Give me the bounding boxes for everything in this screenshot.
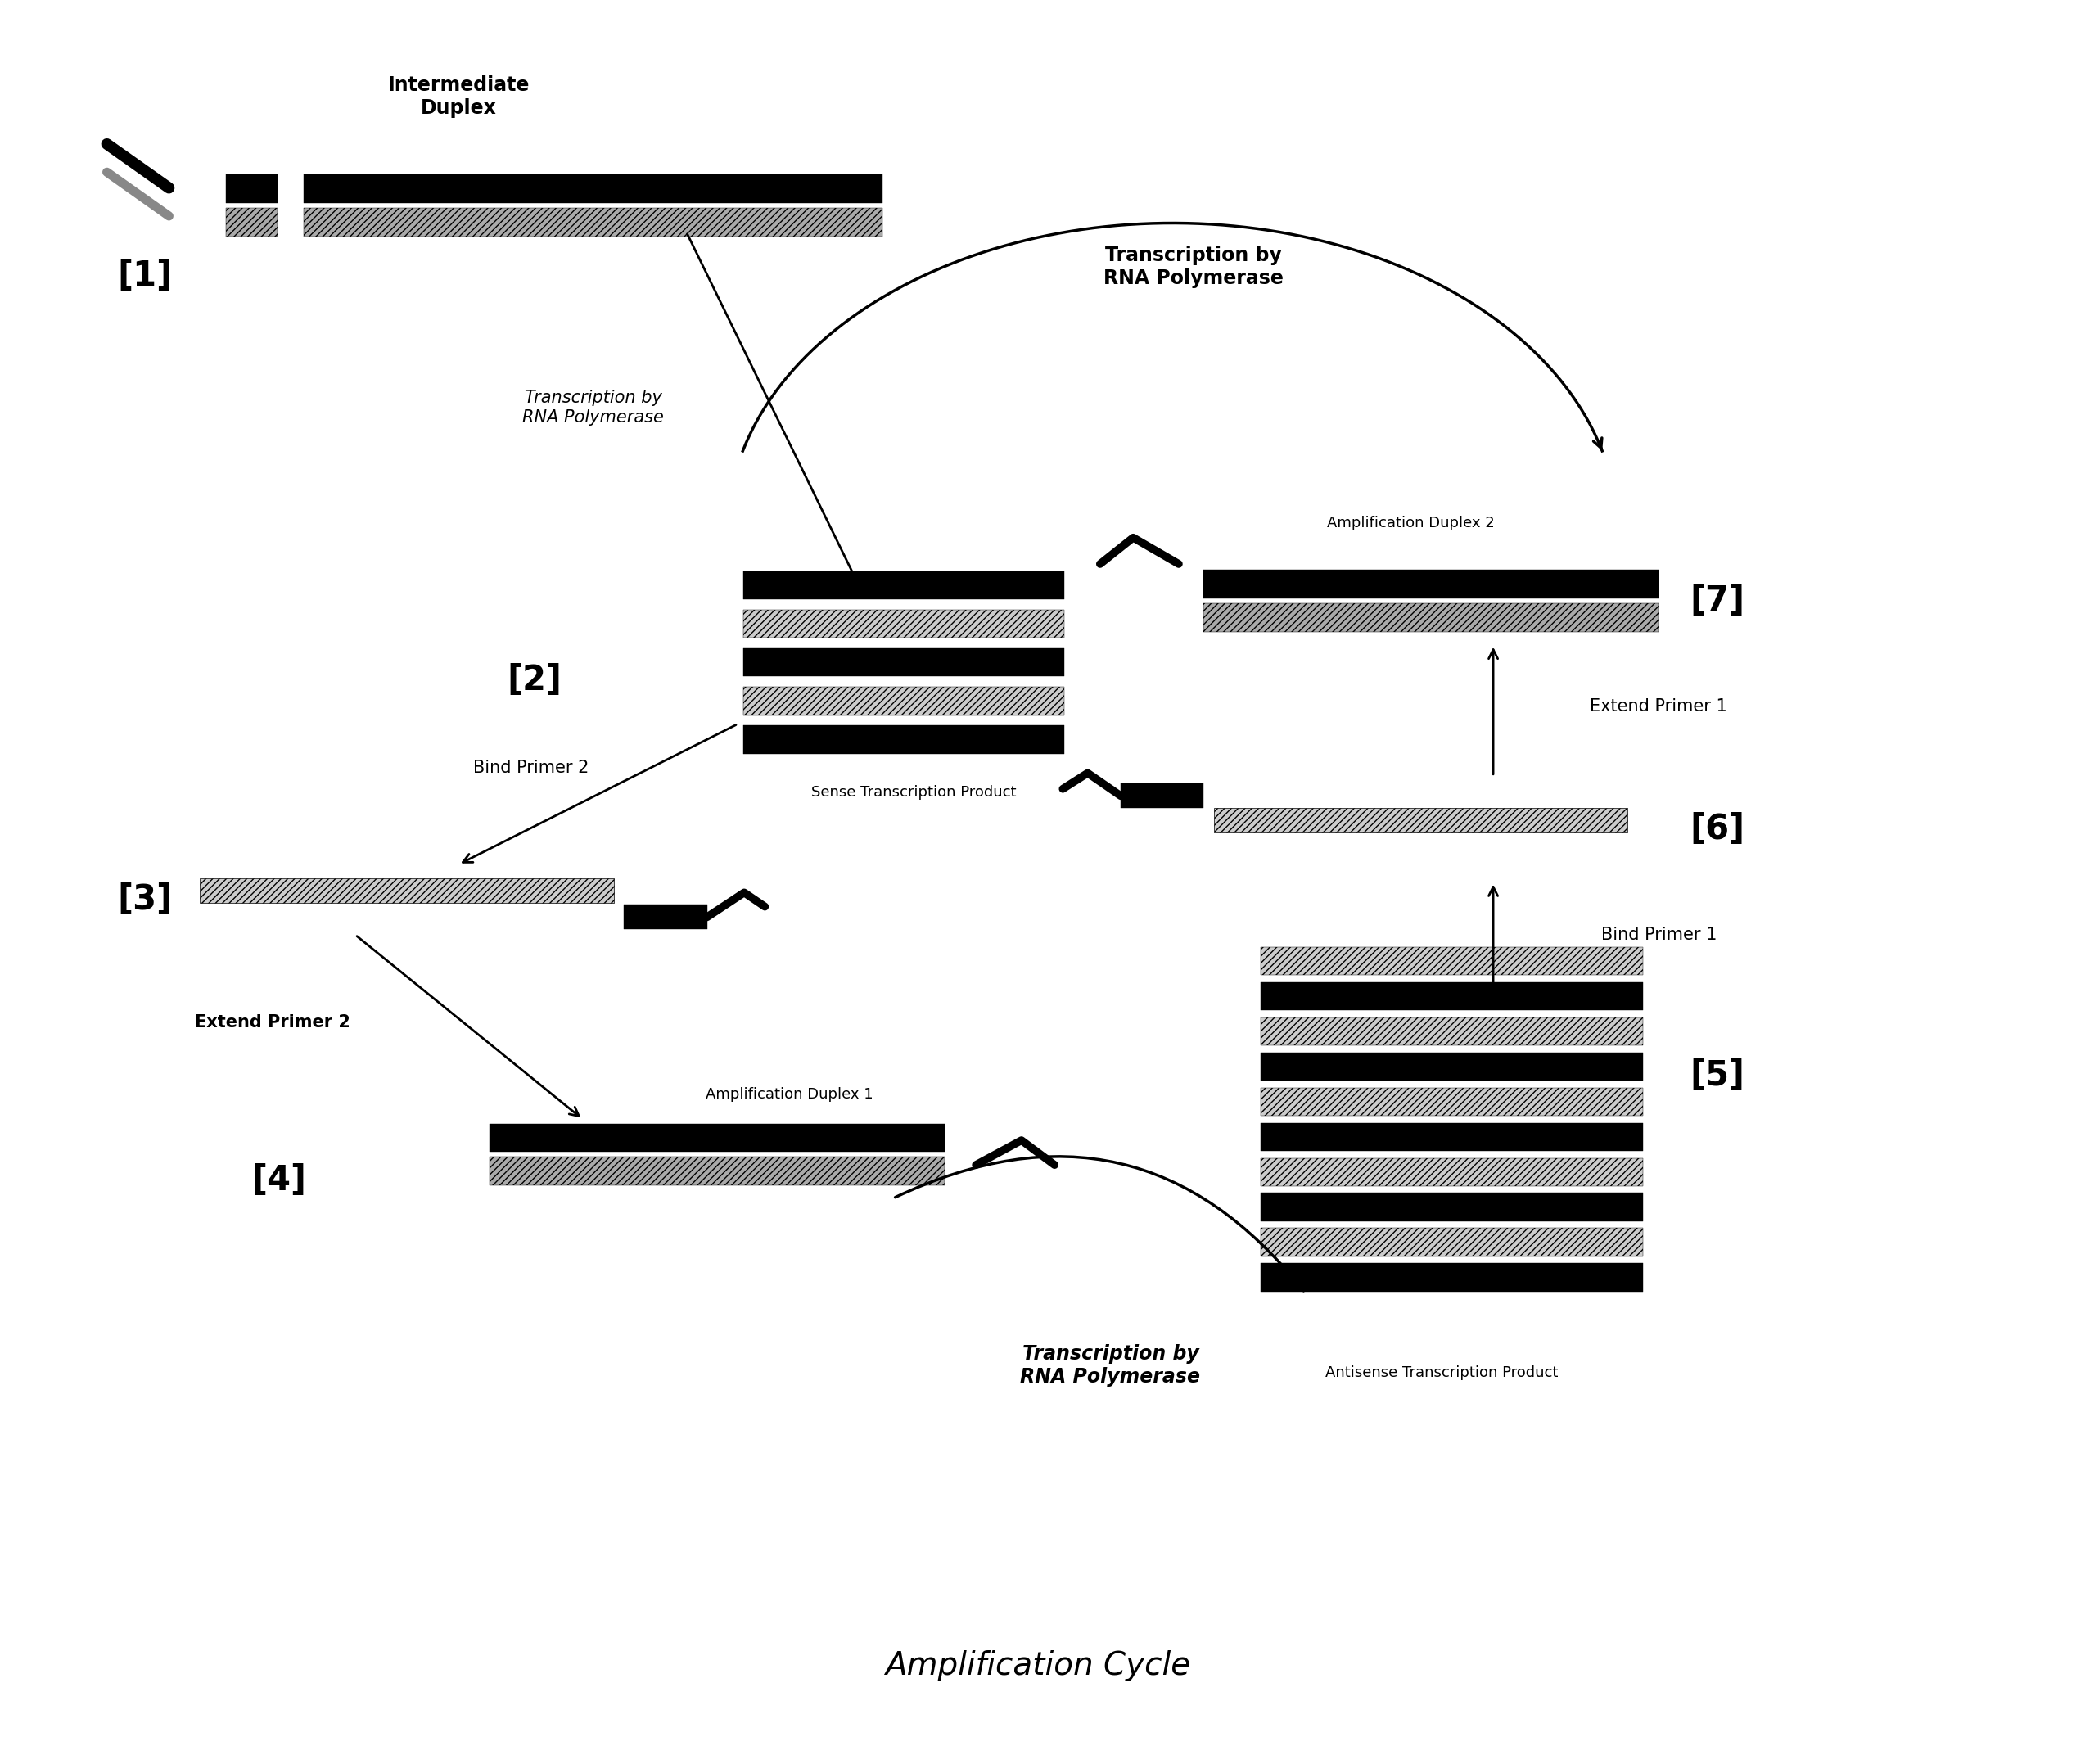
Polygon shape: [1260, 947, 1644, 975]
Text: [3]: [3]: [116, 882, 172, 917]
Text: Sense Transcription Product: Sense Transcription Product: [812, 785, 1017, 801]
Polygon shape: [1260, 1053, 1644, 1081]
Text: Extend Primer 2: Extend Primer 2: [195, 1014, 351, 1030]
Text: [5]: [5]: [1690, 1058, 1744, 1092]
Text: [6]: [6]: [1690, 811, 1744, 847]
Text: Intermediate
Duplex: Intermediate Duplex: [388, 76, 529, 118]
Text: Amplification Duplex 1: Amplification Duplex 1: [706, 1087, 874, 1102]
Text: [2]: [2]: [507, 663, 563, 697]
Text: Amplification Cycle: Amplification Cycle: [884, 1651, 1192, 1681]
Text: Bind Primer 2: Bind Primer 2: [473, 760, 590, 776]
Polygon shape: [743, 649, 1063, 676]
Polygon shape: [1260, 1018, 1644, 1046]
Polygon shape: [1260, 983, 1644, 1011]
Polygon shape: [625, 905, 708, 930]
Polygon shape: [303, 175, 882, 203]
Polygon shape: [743, 610, 1063, 639]
Text: Transcription by
RNA Polymerase: Transcription by RNA Polymerase: [523, 390, 664, 425]
Text: Extend Primer 1: Extend Primer 1: [1590, 699, 1727, 714]
Polygon shape: [743, 686, 1063, 714]
Polygon shape: [743, 725, 1063, 753]
Polygon shape: [226, 208, 278, 236]
Polygon shape: [303, 208, 882, 236]
Text: Amplification Duplex 2: Amplification Duplex 2: [1327, 515, 1495, 531]
Polygon shape: [1260, 1088, 1644, 1115]
Polygon shape: [1260, 1263, 1644, 1291]
Polygon shape: [1204, 570, 1659, 598]
Polygon shape: [1214, 808, 1628, 833]
Polygon shape: [490, 1157, 945, 1185]
Text: Transcription by
RNA Polymerase: Transcription by RNA Polymerase: [1102, 245, 1283, 288]
Polygon shape: [743, 572, 1063, 600]
Polygon shape: [1204, 603, 1659, 632]
Text: [1]: [1]: [116, 259, 172, 293]
Polygon shape: [199, 878, 614, 903]
Polygon shape: [1121, 783, 1204, 808]
Text: Transcription by
RNA Polymerase: Transcription by RNA Polymerase: [1021, 1344, 1200, 1387]
Text: [7]: [7]: [1690, 584, 1744, 617]
Polygon shape: [1260, 1228, 1644, 1256]
Text: Antisense Transcription Product: Antisense Transcription Product: [1324, 1365, 1557, 1379]
Polygon shape: [1260, 1192, 1644, 1221]
Polygon shape: [1260, 1157, 1644, 1185]
Polygon shape: [226, 175, 278, 203]
Text: Bind Primer 1: Bind Primer 1: [1601, 926, 1717, 944]
Text: [4]: [4]: [251, 1164, 307, 1198]
Polygon shape: [1260, 1122, 1644, 1150]
Polygon shape: [490, 1124, 945, 1152]
